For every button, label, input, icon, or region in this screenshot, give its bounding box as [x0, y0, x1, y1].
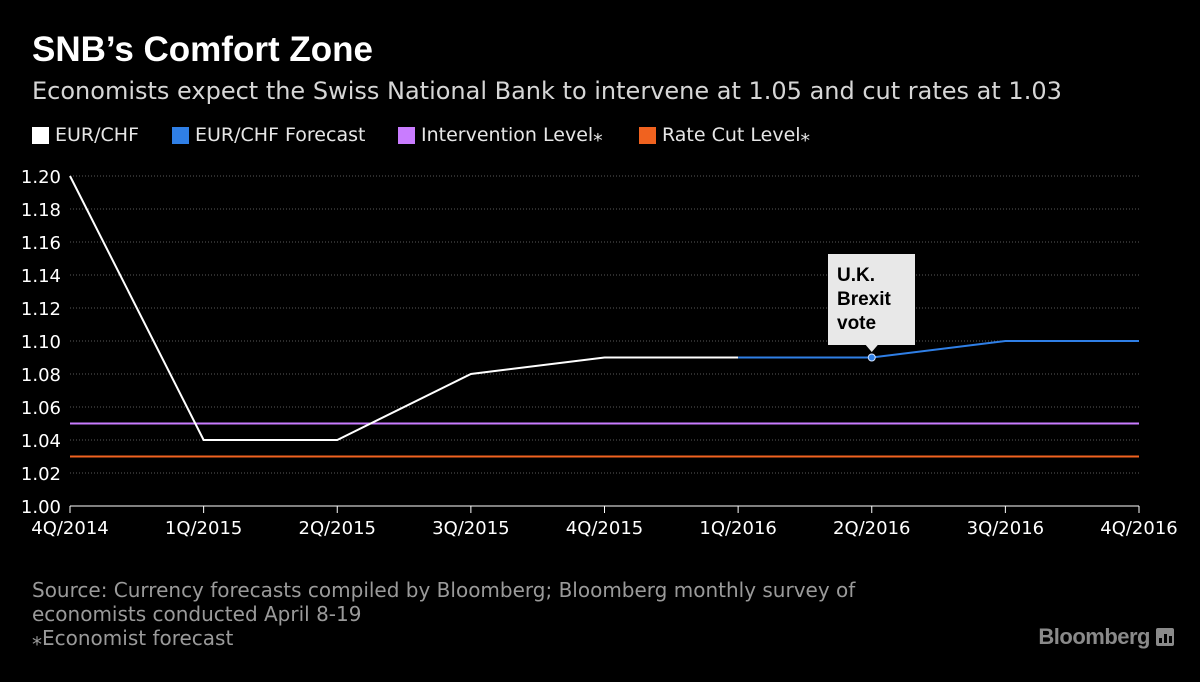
- y-tick-label: 1.14: [21, 266, 61, 287]
- legend-label-eurchf: EUR/CHF: [55, 124, 139, 146]
- x-tick-label: 4Q/2016: [1100, 518, 1178, 539]
- y-tick-label: 1.04: [21, 431, 61, 452]
- x-tick-label: 2Q/2016: [833, 518, 911, 539]
- legend-swatch-intervention: [398, 126, 415, 144]
- y-tick-label: 1.08: [21, 365, 61, 386]
- chart-title: SNB’s Comfort Zone: [32, 30, 373, 69]
- annotation-box: [828, 254, 915, 345]
- x-tick-label: 2Q/2015: [299, 518, 377, 539]
- annotation-text: vote: [837, 313, 876, 334]
- legend-swatch-ratecut: [639, 126, 656, 144]
- y-tick-label: 1.16: [21, 233, 61, 254]
- annotation-text: U.K.: [837, 265, 875, 286]
- y-tick-label: 1.20: [21, 167, 61, 188]
- annotation-pointer: [865, 345, 878, 352]
- x-tick-label: 1Q/2016: [699, 518, 777, 539]
- legend-swatch-forecast: [172, 126, 189, 144]
- x-tick-label: 4Q/2014: [31, 518, 109, 539]
- footer: Source: Currency forecasts compiled by B…: [32, 578, 855, 650]
- legend-label-ratecut: Rate Cut Level⁎: [662, 124, 811, 146]
- y-tick-label: 1.18: [21, 200, 61, 221]
- legend-swatch-eurchf: [32, 126, 49, 144]
- y-tick-label: 1.10: [21, 332, 61, 353]
- legend-item-intervention: Intervention Level⁎: [398, 124, 603, 146]
- annotation-marker: [867, 353, 876, 362]
- x-tick-label: 1Q/2015: [165, 518, 243, 539]
- legend-item-eurchf: EUR/CHF: [32, 124, 139, 146]
- legend-item-forecast: EUR/CHF Forecast: [172, 124, 365, 146]
- brand-name: Bloomberg: [1038, 624, 1150, 649]
- legend-label-intervention: Intervention Level⁎: [421, 124, 603, 146]
- legend-label-forecast: EUR/CHF Forecast: [195, 124, 366, 146]
- source-line-2: economists conducted April 8-19: [32, 602, 362, 626]
- source-line-1: Source: Currency forecasts compiled by B…: [32, 578, 856, 602]
- x-tick-label: 3Q/2016: [967, 518, 1045, 539]
- footnote: ⁎Economist forecast: [32, 626, 234, 650]
- y-tick-label: 1.06: [21, 398, 61, 419]
- y-tick-label: 1.12: [21, 299, 61, 320]
- series-line-eur-chf-forecast: [738, 340, 1139, 359]
- y-tick-label: 1.00: [21, 497, 61, 518]
- annotation-text: Brexit: [837, 289, 892, 310]
- x-tick-label: 3Q/2015: [432, 518, 510, 539]
- legend-item-ratecut: Rate Cut Level⁎: [639, 124, 810, 146]
- series-line-eur-chf: [69, 175, 739, 441]
- chart-subtitle: Economists expect the Swiss National Ban…: [32, 77, 1062, 105]
- bloomberg-chart-icon: [1156, 628, 1174, 646]
- x-tick-label: 4Q/2015: [566, 518, 644, 539]
- y-tick-label: 1.02: [21, 464, 61, 485]
- bloomberg-logo: Bloomberg: [1038, 624, 1174, 650]
